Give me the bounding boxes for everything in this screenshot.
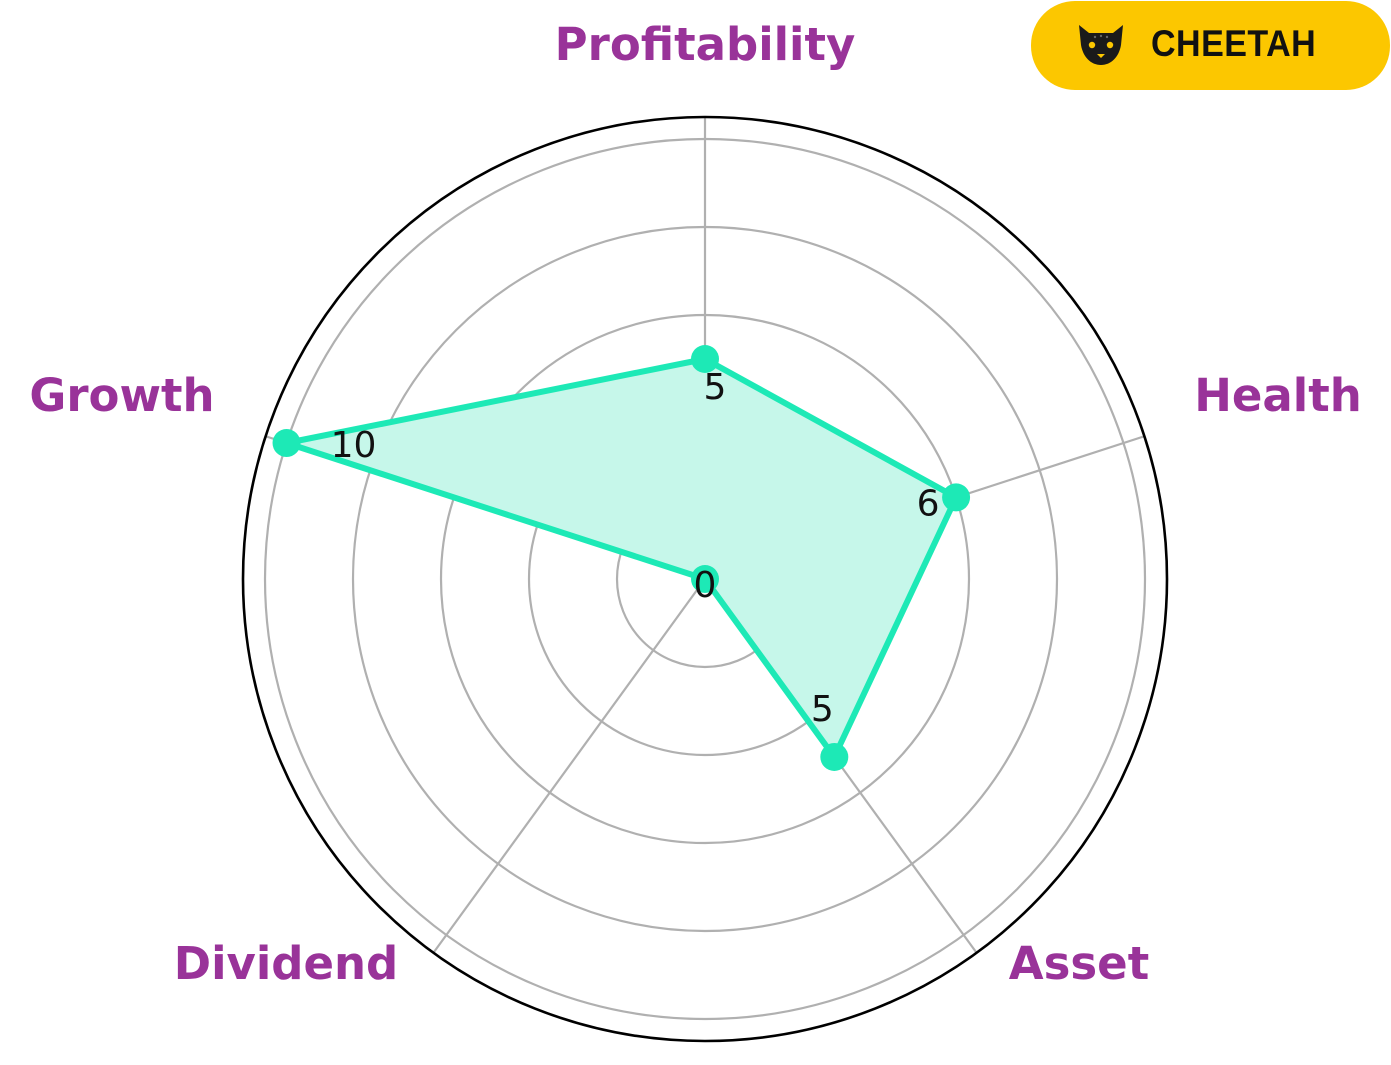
value-label-asset: 5: [811, 689, 834, 730]
badge-label: CHEETAH: [1151, 23, 1317, 64]
data-point-growth: [272, 429, 301, 458]
cheetah-badge: CHEETAH: [1031, 1, 1390, 90]
grid-spoke-4: [432, 578, 706, 954]
radar-labels: 5 6 5 0 10 Profitability Health Asset Dividend Gr…: [29, 18, 1361, 990]
axis-label-growth: Growth: [29, 369, 214, 422]
series-area: [286, 359, 957, 757]
data-point-asset: [820, 742, 849, 771]
axis-label-profitability: Profitability: [555, 18, 856, 71]
data-point-dividend: [691, 565, 719, 593]
value-label-health: 6: [917, 483, 940, 524]
cheetah-face-icon: [1079, 25, 1123, 65]
axis-label-asset: Asset: [1009, 937, 1149, 990]
value-label-profitability: 5: [704, 367, 727, 408]
outer-ring: [241, 115, 1169, 1043]
series-line: [283, 356, 960, 760]
radar-series: [272, 345, 971, 771]
value-label-growth: 10: [331, 425, 377, 466]
axis-label-health: Health: [1194, 369, 1362, 422]
axis-label-dividend: Dividend: [174, 937, 399, 990]
data-point-health: [942, 483, 971, 512]
value-label-dividend: 0: [694, 565, 717, 606]
data-point-profitability: [691, 345, 719, 373]
